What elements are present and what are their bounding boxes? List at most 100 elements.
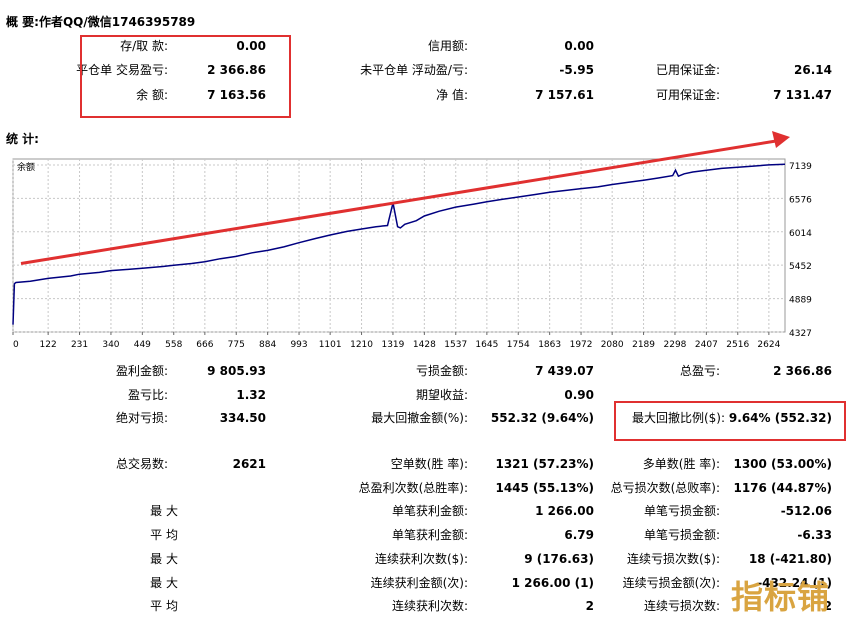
summary-highlight-box <box>80 35 291 118</box>
y-tick-label: 4889 <box>789 296 812 306</box>
equity-value: 7 157.61 <box>535 88 594 102</box>
x-tick-label: 0 <box>13 340 19 350</box>
x-tick-label: 1645 <box>475 340 498 350</box>
gross-profit-label: 盈利金额: <box>115 364 168 378</box>
max-consec-loss-value: -432.24 (1) <box>757 576 832 590</box>
max-consec-wins-value: 9 (176.63) <box>524 552 594 566</box>
watermark-logo: 指标铺 <box>731 578 831 616</box>
floating-pl-label: 未平仓单 浮动盈/亏: <box>360 63 468 77</box>
x-tick-label: 340 <box>102 340 119 350</box>
loss-trades-value: 1176 (44.87%) <box>733 481 832 495</box>
x-tick-label: 2080 <box>601 340 624 350</box>
avg-profit-label: 单笔获利金额: <box>391 528 468 542</box>
x-tick-label: 122 <box>40 340 57 350</box>
y-tick-label: 6576 <box>789 195 812 205</box>
max-consec-losses-label: 连续亏损次数($): <box>626 552 720 566</box>
x-tick-label: 2516 <box>726 340 749 350</box>
row-largest-label: 最 大 <box>150 504 178 518</box>
x-tick-label: 1863 <box>538 340 561 350</box>
x-tick-label: 2407 <box>695 340 718 350</box>
max-consec-profit-value: 1 266.00 (1) <box>511 576 594 590</box>
drawdown-highlight-box <box>614 401 846 441</box>
trend-arrow-line <box>20 139 777 265</box>
x-tick-label: 558 <box>165 340 182 350</box>
floating-pl-value: -5.95 <box>559 63 594 77</box>
rel-dd-value: 9.64% (552.32) <box>728 411 832 425</box>
row-max-consec-amount-label: 最 大 <box>150 576 178 590</box>
row-average-label: 平 均 <box>150 528 178 542</box>
balance-label: 余 额: <box>136 88 168 102</box>
x-tick-label: 1319 <box>381 340 404 350</box>
report-title: 概 要:作者QQ/微信1746395789 <box>6 15 196 29</box>
largest-loss-value: -512.06 <box>780 504 832 518</box>
y-tick-label: 5452 <box>789 262 812 272</box>
y-tick-label: 6014 <box>789 229 812 239</box>
x-tick-label: 1972 <box>570 340 593 350</box>
largest-loss-label: 单笔亏损金额: <box>643 504 720 518</box>
total-net-value: 2 366.86 <box>773 364 832 378</box>
loss-trades-label: 总亏损次数(总败率): <box>610 481 720 495</box>
x-tick-label: 2189 <box>632 340 655 350</box>
avg-consec-losses-label: 连续亏损次数: <box>643 599 720 613</box>
short-trades-label: 空单数(胜 率): <box>390 457 468 471</box>
x-tick-label: 1537 <box>444 340 467 350</box>
long-trades-value: 1300 (53.00%) <box>733 457 832 471</box>
avg-consec-losses-value: 2 <box>823 599 832 613</box>
x-tick-label: 1101 <box>319 340 342 350</box>
max-dd-value: 552.32 (9.64%) <box>490 411 594 425</box>
chart-frame <box>12 158 786 333</box>
x-tick-label: 884 <box>259 340 276 350</box>
credit-value: 0.00 <box>564 39 594 53</box>
x-tick-label: 1754 <box>507 340 530 350</box>
balance-series-line <box>12 163 786 325</box>
total-net-label: 总盈亏: <box>679 364 720 378</box>
expected-payoff-value: 0.90 <box>564 388 594 402</box>
avg-consec-wins-label: 连续获利次数: <box>391 599 468 613</box>
max-dd-label: 最大回撤金额(%): <box>371 411 468 425</box>
profit-trades-value: 1445 (55.13%) <box>495 481 594 495</box>
x-tick-label: 2298 <box>664 340 687 350</box>
free-margin-value: 7 131.47 <box>773 88 832 102</box>
closed-pl-label: 平仓单 交易盈亏: <box>76 63 168 77</box>
x-tick-label: 993 <box>290 340 307 350</box>
profit-factor-label: 盈亏比: <box>127 388 168 402</box>
row-avg-consec-label: 平 均 <box>150 599 178 613</box>
margin-value: 26.14 <box>794 63 832 77</box>
short-trades-value: 1321 (57.23%) <box>495 457 594 471</box>
trend-arrow-head <box>772 131 790 148</box>
expected-payoff-label: 期望收益: <box>415 388 468 402</box>
gross-loss-value: 7 439.07 <box>535 364 594 378</box>
max-consec-wins-label: 连续获利次数($): <box>374 552 468 566</box>
x-tick-label: 1210 <box>350 340 373 350</box>
x-tick-label: 1428 <box>413 340 436 350</box>
long-trades-label: 多单数(胜 率): <box>642 457 720 471</box>
closed-pl-value: 2 366.86 <box>207 63 266 77</box>
max-consec-losses-value: 18 (-421.80) <box>748 552 832 566</box>
deposit-value: 0.00 <box>236 39 266 53</box>
balance-chart: 7139 6576 6014 5452 4889 4327 0 122 231 340 449 558… <box>12 131 812 350</box>
abs-drawdown-value: 334.50 <box>219 411 266 425</box>
y-tick-label: 4327 <box>789 329 812 339</box>
x-tick-label: 775 <box>228 340 245 350</box>
max-consec-loss-label: 连续亏损金额(次): <box>622 576 720 590</box>
gross-profit-value: 9 805.93 <box>207 364 266 378</box>
avg-consec-wins-value: 2 <box>585 599 594 613</box>
equity-label: 净 值: <box>436 88 468 102</box>
largest-profit-label: 单笔获利金额: <box>391 504 468 518</box>
x-tick-label: 666 <box>196 340 213 350</box>
abs-drawdown-label: 绝对亏损: <box>115 411 168 425</box>
profit-factor-value: 1.32 <box>236 388 266 402</box>
x-tick-label: 449 <box>134 340 151 350</box>
stats-title: 统 计: <box>6 132 39 146</box>
largest-profit-value: 1 266.00 <box>535 504 594 518</box>
x-tick-label: 2624 <box>757 340 780 350</box>
avg-loss-label: 单笔亏损金额: <box>643 528 720 542</box>
avg-profit-value: 6.79 <box>564 528 594 542</box>
chart-title: 余额 <box>17 161 35 173</box>
row-max-consec-label: 最 大 <box>150 552 178 566</box>
deposit-label: 存/取 款: <box>120 39 168 53</box>
total-trades-label: 总交易数: <box>115 457 168 471</box>
x-tick-label: 231 <box>71 340 88 350</box>
profit-trades-label: 总盈利次数(总胜率): <box>358 481 468 495</box>
total-trades-value: 2621 <box>232 457 266 471</box>
